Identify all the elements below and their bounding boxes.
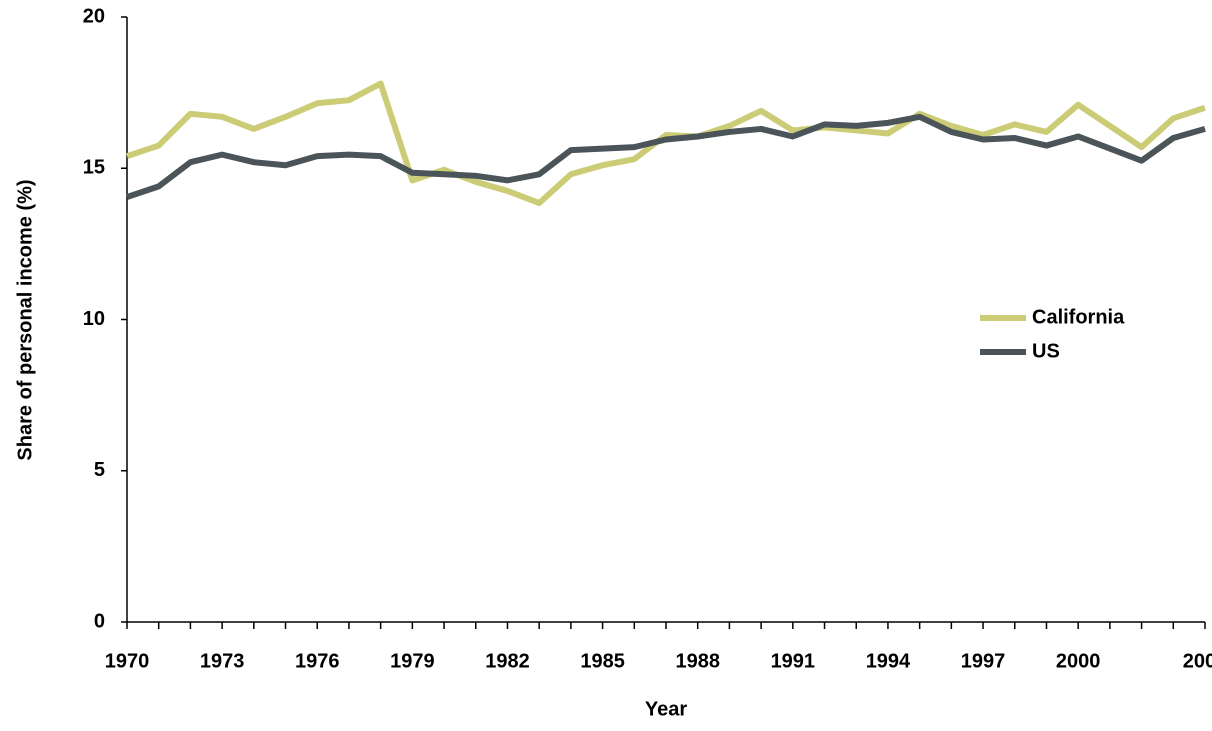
legend-label: California	[1032, 306, 1125, 328]
y-tick-label: 10	[83, 308, 105, 330]
x-tick-label: 2004	[1183, 650, 1212, 672]
x-tick-label: 1997	[961, 650, 1006, 672]
legend-label: US	[1032, 340, 1060, 362]
x-tick-label: 2000	[1056, 650, 1101, 672]
x-tick-label: 1994	[866, 650, 911, 672]
x-axis-title: Year	[645, 698, 687, 720]
y-tick-label: 15	[83, 157, 105, 179]
series-line	[126, 80, 1206, 207]
x-tick-label: 1988	[675, 650, 720, 672]
x-tick-label: 1970	[105, 650, 150, 672]
series-line	[126, 113, 1206, 200]
x-tick-label: 1976	[295, 650, 340, 672]
x-tick-label: 1973	[200, 650, 245, 672]
x-tick-label: 1979	[390, 650, 435, 672]
x-tick-label: 1982	[485, 650, 530, 672]
y-tick-label: 0	[94, 610, 105, 632]
y-tick-label: 20	[83, 5, 105, 27]
y-axis-title: Share of personal income (%)	[14, 179, 36, 460]
x-tick-label: 1991	[771, 650, 816, 672]
y-tick-label: 5	[94, 459, 105, 481]
x-tick-label: 1985	[580, 650, 625, 672]
